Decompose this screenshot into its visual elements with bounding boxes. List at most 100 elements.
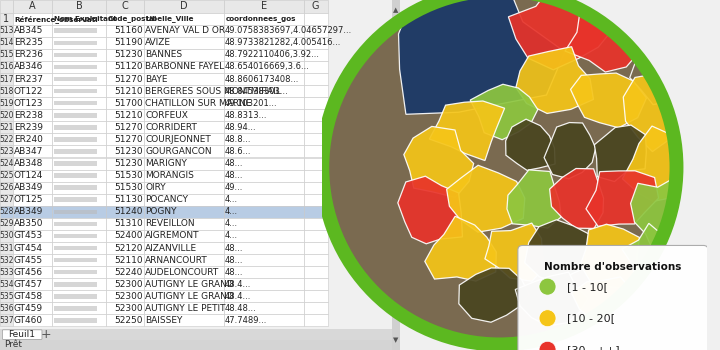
Text: 51190: 51190	[114, 38, 143, 47]
Bar	[0, 133, 13, 146]
Bar	[53, 222, 96, 226]
Bar	[52, 49, 106, 61]
Text: 519: 519	[0, 99, 14, 108]
Text: AIZANVILLE: AIZANVILLE	[145, 244, 197, 252]
Bar	[0, 85, 13, 97]
Bar	[0, 314, 13, 327]
Bar	[304, 109, 328, 121]
Bar	[304, 218, 328, 230]
Polygon shape	[404, 126, 474, 197]
Bar	[106, 97, 144, 109]
Polygon shape	[572, 277, 636, 335]
Text: 523: 523	[0, 147, 14, 156]
Bar	[106, 133, 144, 146]
Bar	[13, 254, 52, 266]
Text: ER237: ER237	[14, 75, 43, 84]
Bar	[13, 49, 52, 61]
Bar	[304, 182, 328, 194]
Bar	[304, 314, 328, 327]
Bar	[304, 242, 328, 254]
Bar	[53, 161, 96, 166]
Polygon shape	[505, 119, 555, 170]
Bar	[0, 169, 13, 182]
Bar	[224, 169, 304, 182]
Text: +: +	[40, 328, 51, 341]
Bar	[224, 121, 304, 133]
Text: Code_postal: Code_postal	[107, 15, 157, 22]
Text: MORANGIS: MORANGIS	[145, 171, 194, 180]
Bar	[106, 37, 144, 49]
Bar	[144, 0, 224, 13]
Bar	[224, 194, 304, 206]
Polygon shape	[586, 171, 659, 226]
Text: 51230: 51230	[114, 159, 143, 168]
Polygon shape	[549, 168, 603, 229]
Bar	[13, 242, 52, 254]
Text: 51700: 51700	[114, 99, 143, 108]
Text: 48...: 48...	[225, 159, 243, 168]
Bar	[53, 65, 96, 69]
Bar	[304, 97, 328, 109]
Bar	[304, 206, 328, 218]
Text: 535: 535	[0, 292, 14, 301]
Bar	[0, 230, 13, 242]
Text: AB347: AB347	[14, 147, 43, 156]
Bar	[106, 109, 144, 121]
Bar	[392, 0, 400, 350]
Text: 51240: 51240	[114, 207, 143, 216]
Bar	[53, 52, 96, 57]
Text: 49.0758383697,4.04657297...: 49.0758383697,4.04657297...	[225, 26, 352, 35]
Bar	[0, 242, 13, 254]
Bar	[0, 206, 13, 218]
Text: 522: 522	[0, 135, 14, 144]
Text: COURJEONNET: COURJEONNET	[145, 135, 211, 144]
Polygon shape	[624, 70, 689, 152]
Circle shape	[539, 310, 556, 327]
Text: ▼: ▼	[393, 337, 398, 343]
Text: 52250: 52250	[114, 316, 143, 325]
Text: 48.7922110406,3.92...: 48.7922110406,3.92...	[225, 50, 320, 60]
Text: ▲: ▲	[393, 7, 398, 13]
Bar	[144, 302, 224, 314]
Bar	[52, 13, 106, 25]
Polygon shape	[398, 0, 564, 114]
Polygon shape	[459, 268, 529, 322]
Text: 51210: 51210	[114, 111, 143, 120]
Bar	[52, 194, 106, 206]
Polygon shape	[580, 224, 639, 288]
Text: 52240: 52240	[114, 268, 143, 276]
Text: [10 - 20[: [10 - 20[	[567, 313, 615, 323]
Bar	[0, 13, 13, 25]
Bar	[224, 49, 304, 61]
Text: BERGERES SOUS MONTMIRAIL: BERGERES SOUS MONTMIRAIL	[145, 86, 281, 96]
Text: GT453: GT453	[14, 231, 43, 240]
Bar	[144, 146, 224, 158]
Text: 536: 536	[0, 304, 14, 313]
Bar	[304, 0, 328, 13]
Text: BAYE: BAYE	[145, 75, 168, 84]
Text: GT455: GT455	[14, 256, 43, 265]
Text: 530: 530	[0, 231, 14, 240]
Polygon shape	[446, 165, 525, 232]
Bar	[106, 254, 144, 266]
Text: GT459: GT459	[14, 304, 43, 313]
Text: 48.9733821282,4.005416...: 48.9733821282,4.005416...	[225, 38, 341, 47]
Text: 51270: 51270	[114, 123, 143, 132]
Text: 514: 514	[0, 38, 14, 47]
Text: 48.8...: 48.8...	[225, 135, 251, 144]
Text: 518: 518	[0, 86, 14, 96]
Text: 528: 528	[0, 207, 14, 216]
Bar	[224, 61, 304, 73]
Bar	[224, 278, 304, 290]
Bar	[106, 25, 144, 37]
Bar	[53, 41, 96, 45]
Text: [30 - ++]: [30 - ++]	[567, 345, 619, 350]
Bar	[0, 73, 13, 85]
Bar	[53, 294, 96, 299]
Bar	[13, 109, 52, 121]
Bar	[13, 37, 52, 49]
Text: 51530: 51530	[114, 171, 143, 180]
Bar	[106, 73, 144, 85]
Text: ER238: ER238	[14, 111, 43, 120]
Bar	[0, 290, 13, 302]
